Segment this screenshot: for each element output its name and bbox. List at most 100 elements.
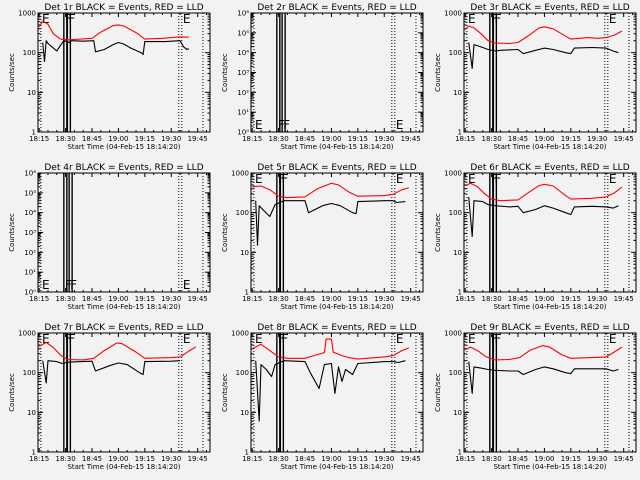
x-tick-label: 18:15	[29, 135, 49, 143]
lld-series-line	[464, 182, 623, 202]
y-tick-label: 1000	[231, 170, 249, 178]
y-tick-label: 1000	[444, 330, 462, 338]
lld-series-line	[464, 345, 623, 361]
events-series-line	[255, 200, 406, 246]
x-tick-label: 19:15	[561, 455, 581, 463]
y-tick-label: 10⁰	[24, 289, 36, 297]
x-tick-label: 19:45	[614, 455, 634, 463]
flag-label: E	[183, 332, 191, 346]
x-tick-label: 18:30	[56, 135, 76, 143]
x-tick-label: 18:45	[295, 135, 315, 143]
x-tick-label: 18:30	[56, 295, 76, 303]
x-tick-label: 19:45	[188, 455, 208, 463]
flag-label: E	[42, 332, 50, 346]
flag-label: F	[494, 172, 501, 186]
x-axis-label: Start Time (04-Feb-15 18:14:20)	[280, 143, 393, 151]
x-tick-label: 18:30	[482, 455, 502, 463]
y-tick-label: 100	[23, 369, 36, 377]
plot-frame	[250, 172, 424, 293]
x-tick-label: 18:15	[455, 295, 475, 303]
x-tick-label: 19:30	[374, 295, 394, 303]
x-tick-label: 18:15	[455, 135, 475, 143]
y-axis-label: Counts/sec	[434, 373, 442, 412]
y-tick-label: 10⁶	[24, 170, 36, 178]
x-tick-label: 19:00	[108, 135, 128, 143]
x-tick-label: 18:45	[508, 135, 528, 143]
x-tick-label: 19:30	[161, 455, 181, 463]
flag-label: F	[65, 278, 72, 292]
x-tick-label: 18:15	[242, 295, 262, 303]
y-tick-label: 100	[449, 209, 462, 217]
y-tick-label: 1	[458, 449, 462, 457]
events-series-line	[468, 361, 619, 394]
x-tick-label: 19:30	[374, 135, 394, 143]
y-tick-label: 100	[449, 369, 462, 377]
x-tick-label: 18:45	[508, 455, 528, 463]
x-tick-label: 19:45	[401, 295, 421, 303]
x-tick-label: 19:30	[374, 455, 394, 463]
x-tick-label: 19:45	[401, 135, 421, 143]
lld-series-line	[38, 341, 197, 361]
x-tick-label: 19:15	[348, 295, 368, 303]
x-tick-label: 19:30	[587, 135, 607, 143]
y-tick-label: 10	[27, 409, 36, 417]
flag-label: E	[396, 118, 404, 132]
x-tick-label: 19:45	[614, 135, 634, 143]
y-tick-label: 10	[27, 89, 36, 97]
panel-title: Det 2r BLACK = Events, RED = LLD	[257, 3, 416, 13]
x-tick-label: 19:00	[321, 455, 341, 463]
x-tick-label: 19:00	[108, 455, 128, 463]
y-tick-label: 10¹	[237, 109, 249, 117]
x-tick-label: 18:30	[269, 295, 289, 303]
x-tick-label: 18:45	[82, 135, 102, 143]
x-tick-label: 18:15	[455, 455, 475, 463]
flag-label: F	[281, 332, 288, 346]
x-tick-label: 18:45	[82, 455, 102, 463]
x-tick-label: 19:45	[188, 135, 208, 143]
flag-label: E	[609, 332, 617, 346]
plot-frame	[463, 12, 637, 133]
flag-label: F	[68, 332, 75, 346]
y-tick-label: 1	[32, 129, 36, 137]
x-tick-label: 19:15	[561, 135, 581, 143]
events-series-line	[468, 196, 619, 238]
flag-label: E	[396, 172, 404, 186]
y-axis-label: Counts/sec	[8, 373, 16, 412]
flag-label: F	[68, 12, 75, 26]
y-tick-label: 1000	[18, 330, 36, 338]
flag-label: E	[255, 332, 263, 346]
y-tick-label: 1000	[18, 10, 36, 18]
flag-label: E	[183, 12, 191, 26]
x-tick-label: 19:45	[188, 295, 208, 303]
flag-label: F	[65, 332, 72, 346]
x-axis-label: Start Time (04-Feb-15 18:14:20)	[493, 143, 606, 151]
flag-label: F	[281, 172, 288, 186]
panel-title: Det 9r BLACK = Events, RED = LLD	[470, 323, 629, 333]
events-series-line	[468, 42, 619, 70]
y-tick-label: 1	[245, 449, 249, 457]
y-tick-label: 10	[453, 249, 462, 257]
y-axis-label: Counts/sec	[221, 213, 229, 252]
flag-label: E	[468, 12, 476, 26]
lld-series-line	[38, 20, 189, 41]
x-tick-label: 18:15	[242, 455, 262, 463]
y-tick-label: 1000	[231, 330, 249, 338]
x-axis-label: Start Time (04-Feb-15 18:14:20)	[67, 463, 180, 471]
x-tick-label: 18:30	[482, 295, 502, 303]
x-tick-label: 19:30	[161, 295, 181, 303]
flag-label: F	[491, 172, 498, 186]
y-tick-label: 100	[23, 49, 36, 57]
flag-label: E	[609, 12, 617, 26]
lld-series-line	[252, 182, 410, 199]
x-tick-label: 19:15	[348, 455, 368, 463]
panel-title: Det 8r BLACK = Events, RED = LLD	[257, 323, 416, 333]
x-tick-label: 18:30	[56, 455, 76, 463]
y-axis-label: Counts/sec	[8, 53, 16, 92]
x-tick-label: 19:30	[161, 135, 181, 143]
plot-frame	[250, 332, 424, 453]
x-tick-label: 19:15	[348, 135, 368, 143]
